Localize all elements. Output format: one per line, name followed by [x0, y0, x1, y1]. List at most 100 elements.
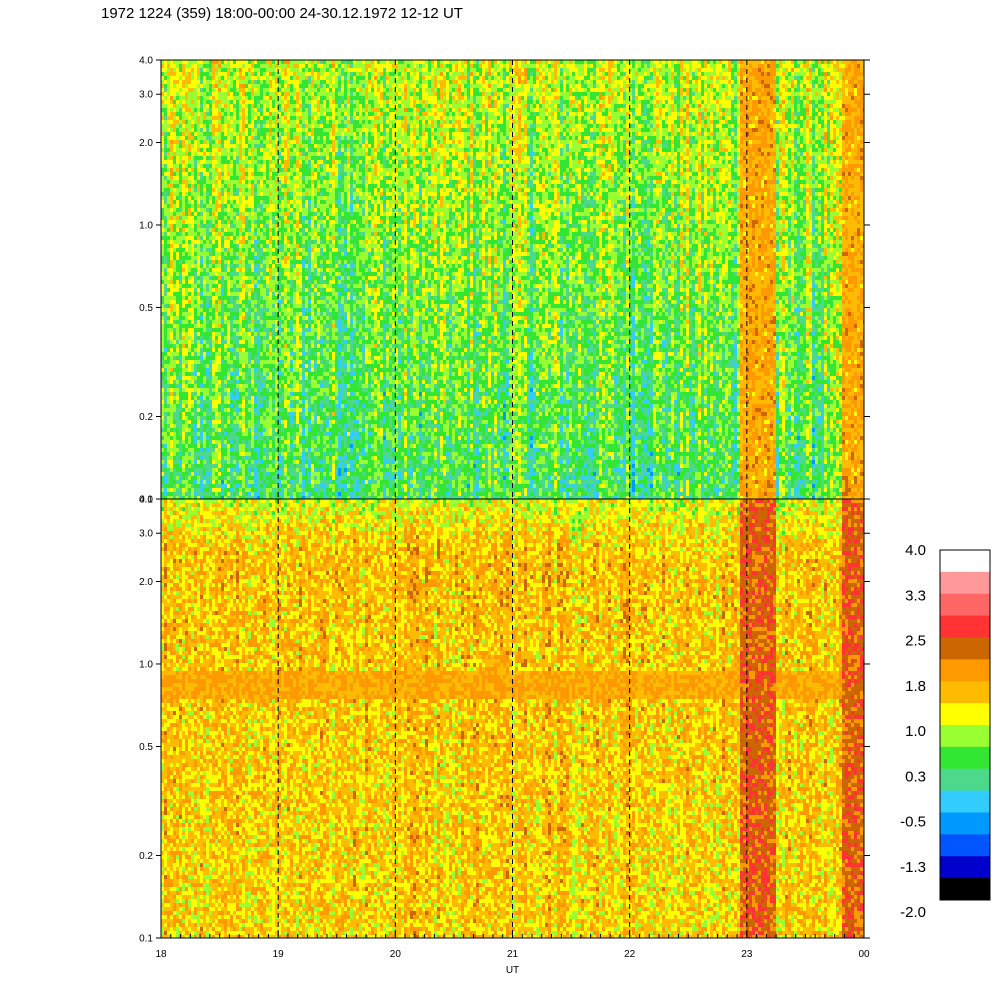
spectrogram-cell [194, 424, 197, 428]
spectrogram-cell [284, 88, 287, 92]
spectrogram-cell [221, 108, 224, 112]
spectrogram-cell [170, 364, 173, 368]
spectrogram-cell [230, 136, 233, 140]
spectrogram-cell [293, 452, 296, 456]
spectrogram-cell [191, 372, 194, 376]
spectrogram-cell [182, 396, 185, 400]
spectrogram-cell [227, 140, 230, 144]
spectrogram-cell [224, 372, 227, 376]
spectrogram-cell [179, 424, 182, 428]
spectrogram-cell [293, 68, 296, 72]
spectrogram-cell [218, 192, 221, 196]
spectrogram-cell [230, 228, 233, 232]
spectrogram-cell [185, 420, 188, 424]
spectrogram-cell [239, 392, 242, 396]
spectrogram-cell [257, 80, 260, 84]
spectrogram-cell [230, 284, 233, 288]
spectrogram-cell [197, 328, 200, 332]
spectrogram-cell [239, 360, 242, 364]
spectrogram-cell [191, 300, 194, 304]
spectrogram-cell [173, 272, 176, 276]
spectrogram-cell [209, 148, 212, 152]
spectrogram-cell [179, 460, 182, 464]
spectrogram-cell [221, 312, 224, 316]
spectrogram-cell [212, 396, 215, 400]
spectrogram-cell [224, 224, 227, 228]
spectrogram-cell [176, 492, 179, 496]
spectrogram-cell [245, 420, 248, 424]
spectrogram-cell [275, 360, 278, 364]
spectrogram-cell [266, 148, 269, 152]
spectrogram-cell [260, 472, 263, 476]
spectrogram-cell [284, 136, 287, 140]
spectrogram-cell [272, 456, 275, 460]
spectrogram-cell [260, 204, 263, 208]
spectrogram-cell [281, 180, 284, 184]
spectrogram-cell [254, 248, 257, 252]
spectrogram-cell [266, 436, 269, 440]
spectrogram-cell [200, 112, 203, 116]
spectrogram-cell [209, 252, 212, 256]
spectrogram-cell [212, 380, 215, 384]
spectrogram-cell [170, 380, 173, 384]
spectrogram-cell [185, 256, 188, 260]
spectrogram-cell [197, 356, 200, 360]
spectrogram-cell [287, 72, 290, 76]
spectrogram-cell [203, 112, 206, 116]
spectrogram-cell [218, 272, 221, 276]
spectrogram-cell [230, 80, 233, 84]
spectrogram-cell [179, 348, 182, 352]
spectrogram-cell [236, 112, 239, 116]
spectrogram-cell [278, 308, 281, 312]
spectrogram-cell [209, 156, 212, 160]
spectrogram-cell [242, 412, 245, 416]
spectrogram-cell [176, 192, 179, 196]
spectrogram-cell [227, 400, 230, 404]
spectrogram-cell [293, 212, 296, 216]
spectrogram-cell [245, 296, 248, 300]
spectrogram-cell [293, 464, 296, 468]
spectrogram-cell [197, 136, 200, 140]
spectrogram-cell [233, 132, 236, 136]
spectrogram-cell [212, 204, 215, 208]
spectrogram-cell [236, 296, 239, 300]
spectrogram-cell [200, 120, 203, 124]
spectrogram-cell [182, 204, 185, 208]
spectrogram-cell [287, 472, 290, 476]
spectrogram-cell [167, 120, 170, 124]
spectrogram-cell [173, 464, 176, 468]
spectrogram-cell [251, 336, 254, 340]
spectrogram-cell [263, 352, 266, 356]
spectrogram-cell [206, 416, 209, 420]
spectrogram-cell [251, 284, 254, 288]
spectrogram-cell [182, 72, 185, 76]
spectrogram-cell [245, 292, 248, 296]
spectrogram-cell [176, 332, 179, 336]
spectrogram-cell [197, 168, 200, 172]
spectrogram-cell [200, 412, 203, 416]
spectrogram-cell [182, 364, 185, 368]
spectrogram-cell [251, 204, 254, 208]
spectrogram-cell [188, 312, 191, 316]
spectrogram-cell [233, 176, 236, 180]
spectrogram-cell [173, 428, 176, 432]
spectrogram-cell [200, 224, 203, 228]
spectrogram-cell [167, 260, 170, 264]
spectrogram-cell [215, 224, 218, 228]
spectrogram-cell [230, 76, 233, 80]
spectrogram-cell [254, 236, 257, 240]
spectrogram-cell [275, 392, 278, 396]
spectrogram-cell [257, 436, 260, 440]
spectrogram-cell [170, 420, 173, 424]
spectrogram-cell [227, 212, 230, 216]
spectrogram-cell [212, 192, 215, 196]
spectrogram-cell [206, 128, 209, 132]
spectrogram-cell [188, 404, 191, 408]
spectrogram-cell [218, 88, 221, 92]
spectrogram-cell [200, 352, 203, 356]
spectrogram-cell [173, 468, 176, 472]
spectrogram-cell [173, 192, 176, 196]
spectrogram-cell [248, 288, 251, 292]
spectrogram-cell [263, 376, 266, 380]
spectrogram-cell [275, 364, 278, 368]
